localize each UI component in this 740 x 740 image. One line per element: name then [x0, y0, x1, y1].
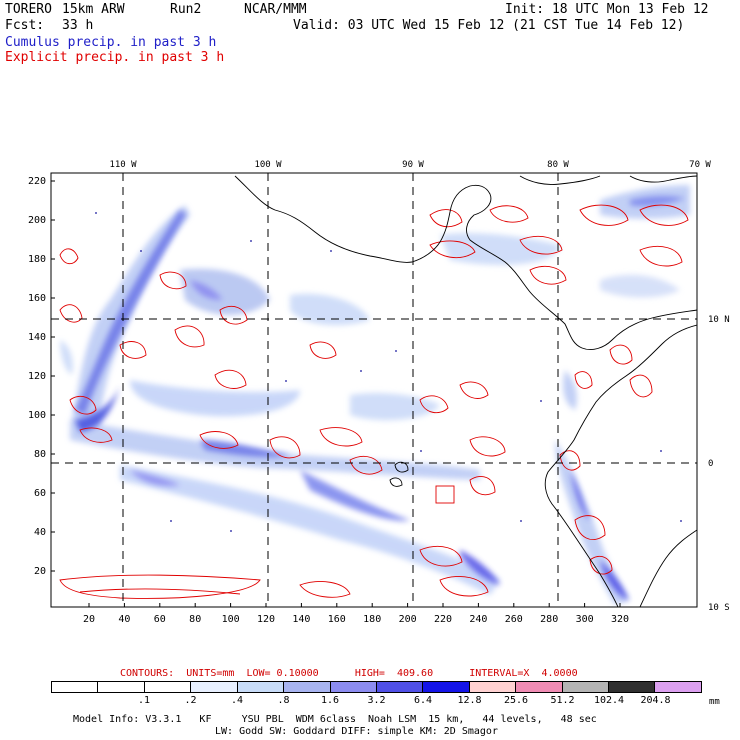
- x-tick-label: 200: [399, 614, 417, 625]
- lon-label-110w: 110 W: [109, 160, 137, 170]
- explicit-precip-contours: [59, 204, 689, 599]
- y-tick-label: 140: [28, 332, 46, 343]
- colorbar-swatch: [52, 682, 99, 692]
- colorbar: [51, 681, 702, 693]
- contour-label: CONTOURS:: [120, 668, 175, 679]
- colorbar-unit: mm: [709, 697, 720, 707]
- x-tick-label: 240: [469, 614, 487, 625]
- colorbar-label: 6.4: [413, 695, 433, 706]
- colorbar-label: .4: [230, 695, 244, 706]
- y-tick-label: 60: [34, 488, 46, 499]
- colorbar-label: .2: [184, 695, 197, 706]
- colorbar-label: .1: [137, 695, 151, 706]
- header-run: Run2: [170, 2, 202, 17]
- y-tick-label: 80: [34, 449, 46, 460]
- x-tick-label: 40: [118, 614, 130, 625]
- colorbar-label: 12.8: [457, 695, 482, 706]
- scattered-cells: [95, 212, 682, 532]
- x-tick-label: 60: [154, 614, 166, 625]
- contour-high: HIGH= 409.60: [354, 668, 434, 679]
- colorbar-labels: .1 .2 .4 .8 1.6 3.2 6.4 12.8 25.6 51.2 102.4 204.8: [51, 695, 702, 707]
- colorbar-label: 102.4: [593, 695, 625, 706]
- x-tick-label: 80: [189, 614, 201, 625]
- x-tick-label: 160: [328, 614, 346, 625]
- x-tick-label: 280: [540, 614, 558, 625]
- contour-low: LOW= 0.10000: [246, 668, 319, 679]
- y-tick-label: 160: [28, 293, 46, 304]
- cumulus-precip-field: [60, 185, 690, 605]
- colorbar-swatch: [469, 682, 517, 692]
- y-tick-label: 100: [28, 410, 46, 421]
- contour-units: UNITS=mm: [186, 668, 235, 679]
- lat-label-10n: 10 N: [708, 315, 730, 325]
- x-tick-label: 180: [363, 614, 381, 625]
- x-tick-label: 120: [257, 614, 275, 625]
- colorbar-swatch: [237, 682, 285, 692]
- legend-explicit: Explicit precip. in past 3 h: [5, 50, 225, 65]
- x-tick-label: 260: [505, 614, 523, 625]
- model-info-line2: LW: Godd SW: Goddard DIFF: simple KM: 2D…: [215, 726, 498, 737]
- lat-label-0: 0: [708, 459, 713, 469]
- highlight-box: [435, 485, 455, 504]
- colorbar-swatch: [609, 682, 656, 692]
- header-fcst-label: Fcst:: [5, 18, 45, 33]
- colorbar-swatch: [562, 682, 610, 692]
- header-model: TORERO: [5, 2, 52, 17]
- y-tick-label: 180: [28, 254, 46, 265]
- colorbar-swatch: [423, 682, 470, 692]
- x-tick-label: 140: [292, 614, 310, 625]
- colorbar-swatch: [376, 682, 424, 692]
- model-info-line1: Model Info: V3.3.1 KF YSU PBL WDM 6class…: [73, 714, 597, 725]
- colorbar-swatch: [98, 682, 145, 692]
- coastline: [234, 175, 697, 607]
- colorbar-label: 1.6: [320, 695, 340, 706]
- map-frame: [50, 172, 698, 608]
- lon-label-100w: 100 W: [254, 160, 282, 170]
- x-tick-label: 300: [576, 614, 594, 625]
- y-axis-ticks: 220 200 180 160 140 120 100 80 60 40 20: [28, 176, 55, 577]
- y-tick-label: 40: [34, 527, 46, 538]
- lon-label-70w: 70 W: [689, 160, 711, 170]
- header-fcst-value: 33 h: [62, 18, 94, 33]
- colorbar-label: 204.8: [640, 695, 671, 706]
- colorbar-label: .8: [277, 695, 290, 706]
- colorbar-swatch: [655, 682, 701, 692]
- colorbar-swatch: [516, 682, 563, 692]
- x-tick-label: 100: [222, 614, 240, 625]
- contour-interval: INTERVAL=X 4.0000: [469, 668, 578, 679]
- colorbar-swatch: [191, 682, 238, 692]
- colorbar-swatch: [330, 682, 377, 692]
- x-tick-label: 320: [611, 614, 629, 625]
- lat-lon-grid: [51, 173, 697, 607]
- colorbar-label: 3.2: [367, 695, 386, 706]
- contour-info: CONTOURS: UNITS=mm LOW= 0.10000 HIGH= 40…: [120, 668, 578, 679]
- colorbar-label: 51.2: [550, 695, 575, 706]
- colorbar-swatch: [144, 682, 192, 692]
- lat-labels-right: 10 N 0 10 S: [708, 315, 730, 613]
- lat-label-10s: 10 S: [708, 603, 730, 613]
- x-tick-label: 20: [83, 614, 95, 625]
- lon-label-90w: 90 W: [402, 160, 424, 170]
- colorbar-label: 25.6: [503, 695, 529, 706]
- colorbar-swatch: [284, 682, 331, 692]
- y-tick-label: 120: [28, 371, 46, 382]
- y-tick-label: 200: [28, 215, 46, 226]
- header-valid: Valid: 03 UTC Wed 15 Feb 12 (21 CST Tue …: [293, 18, 685, 33]
- header-org: NCAR/MMM: [244, 2, 307, 17]
- lon-label-80w: 80 W: [547, 160, 569, 170]
- legend-cumulus: Cumulus precip. in past 3 h: [5, 35, 217, 50]
- y-tick-label: 220: [28, 176, 46, 187]
- x-axis-ticks: 20 40 60 80 100 120 140 160 180 200 220 240 260 280 30…: [83, 603, 629, 625]
- y-tick-label: 20: [34, 566, 46, 577]
- header-resolution: 15km ARW: [62, 2, 125, 17]
- lon-labels-top: 110 W 100 W 90 W 80 W 70 W: [109, 160, 711, 170]
- x-tick-label: 220: [434, 614, 452, 625]
- header-init: Init: 18 UTC Mon 13 Feb 12: [505, 2, 709, 17]
